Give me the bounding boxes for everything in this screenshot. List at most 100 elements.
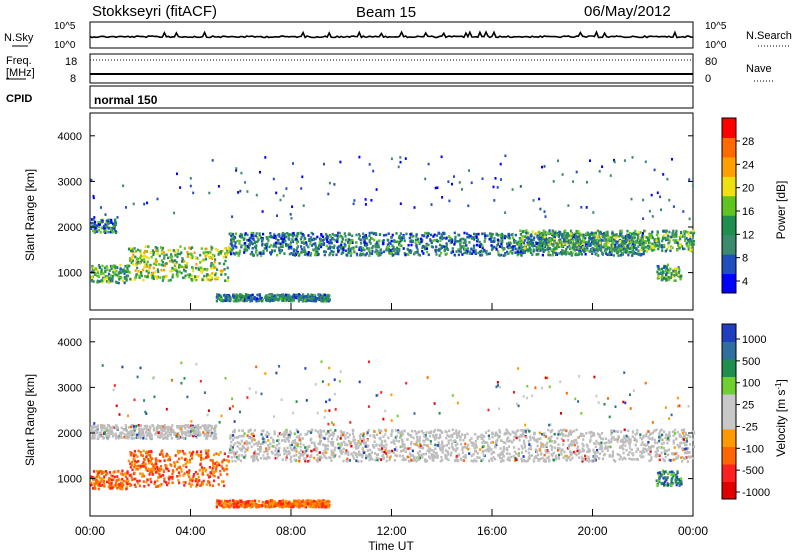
scatter-cell — [196, 483, 199, 487]
scatter-cell — [610, 250, 613, 254]
colorbar-tick-label: 8 — [742, 253, 748, 265]
scatter-cell — [154, 246, 157, 249]
scatter-cell — [188, 275, 191, 279]
scatter-cell — [584, 244, 587, 248]
scatter-cell — [122, 473, 125, 477]
scatter-cell — [322, 298, 326, 301]
scatter-cell — [351, 454, 355, 458]
scatter-cell — [525, 243, 528, 246]
scatter-cell — [143, 424, 146, 428]
scatter-cell — [579, 432, 583, 436]
scatter-cell — [176, 275, 179, 278]
scatter-cell — [579, 250, 582, 254]
scatter-cell — [235, 167, 238, 170]
scatter-cell — [205, 274, 208, 278]
scatter-cell — [192, 269, 195, 273]
scatter-cell — [322, 429, 325, 433]
scatter-cell — [189, 430, 192, 433]
scatter-cell — [314, 242, 317, 245]
scatter-cell — [114, 218, 117, 222]
scatter-cell — [639, 436, 642, 439]
scatter-cell — [526, 248, 529, 252]
scatter-cell — [425, 236, 428, 239]
scatter-cell — [305, 295, 308, 298]
scatter-cell — [594, 244, 597, 247]
scatter-cell — [266, 452, 269, 456]
scatter-cell — [196, 428, 199, 431]
scatter-cell — [355, 233, 358, 237]
scatter-cell — [130, 464, 133, 467]
scatter-cell — [529, 251, 532, 254]
scatter-cell — [542, 250, 545, 253]
scatter-cell — [525, 236, 528, 240]
scatter-cell — [646, 236, 650, 240]
scatter-cell — [319, 238, 323, 241]
scatter-cell — [607, 241, 610, 245]
scatter-cell — [132, 436, 135, 440]
scatter-cell — [139, 451, 142, 454]
scatter-cell — [470, 441, 473, 444]
scatter-cell — [322, 296, 325, 300]
scatter-cell — [214, 266, 217, 270]
scatter-cell — [673, 428, 677, 432]
scatter-cell — [141, 255, 144, 259]
scatter-cell — [282, 240, 285, 244]
scatter-cell — [208, 483, 212, 487]
scatter-cell — [90, 178, 93, 182]
scatter-cell — [100, 480, 103, 483]
scatter-cell — [111, 432, 114, 435]
scatter-cell — [577, 253, 580, 257]
scatter-cell — [562, 456, 565, 460]
scatter-cell — [339, 434, 343, 437]
scatter-cell — [584, 457, 587, 461]
scatter-cell — [150, 467, 153, 471]
scatter-cell — [490, 248, 494, 252]
scatter-cell — [656, 191, 659, 195]
scatter-cell — [475, 234, 478, 238]
scatter-cell — [188, 426, 191, 429]
scatter-cell — [310, 293, 313, 297]
colorbar-tick-label: 24 — [742, 159, 754, 171]
scatter-cell — [254, 297, 257, 300]
scatter-cell — [548, 238, 551, 242]
scatter-cell — [186, 424, 190, 427]
scatter-cell — [598, 231, 601, 235]
scatter-cell — [93, 216, 96, 219]
scatter-cell — [152, 253, 155, 256]
scatter-cell — [264, 156, 267, 159]
scatter-cell — [366, 243, 369, 247]
scatter-cell — [142, 436, 145, 440]
scatter-cell — [328, 246, 331, 250]
scatter-cell — [569, 241, 572, 244]
scatter-cell — [633, 250, 636, 254]
scatter-cell — [440, 455, 443, 459]
scatter-cell — [147, 433, 150, 437]
scatter-cell — [229, 296, 232, 300]
scatter-cell — [451, 247, 454, 250]
scatter-cell — [596, 448, 599, 452]
scatter-cell — [632, 458, 635, 461]
scatter-cell — [170, 253, 173, 256]
scatter-cell — [370, 252, 374, 256]
scatter-cell — [105, 470, 108, 473]
scatter-cell — [182, 437, 186, 440]
scatter-cell — [211, 246, 214, 250]
scatter-cell — [435, 234, 439, 237]
scatter-cell — [346, 457, 349, 461]
scatter-cell — [140, 465, 143, 468]
scatter-cell — [107, 272, 111, 276]
scatter-cell — [160, 259, 163, 262]
scatter-cell — [538, 249, 541, 253]
scatter-cell — [108, 435, 111, 438]
scatter-cell — [679, 237, 682, 241]
scatter-cell — [121, 469, 124, 473]
scatter-cell — [170, 437, 173, 440]
scatter-cell — [90, 225, 93, 228]
scatter-cell — [628, 442, 631, 445]
scatter-cell — [691, 233, 695, 237]
scatter-cell — [252, 459, 255, 463]
scatter-cell — [516, 243, 519, 246]
scatter-cell — [544, 215, 547, 218]
scatter-cell — [103, 485, 106, 488]
scatter-cell — [638, 252, 641, 256]
